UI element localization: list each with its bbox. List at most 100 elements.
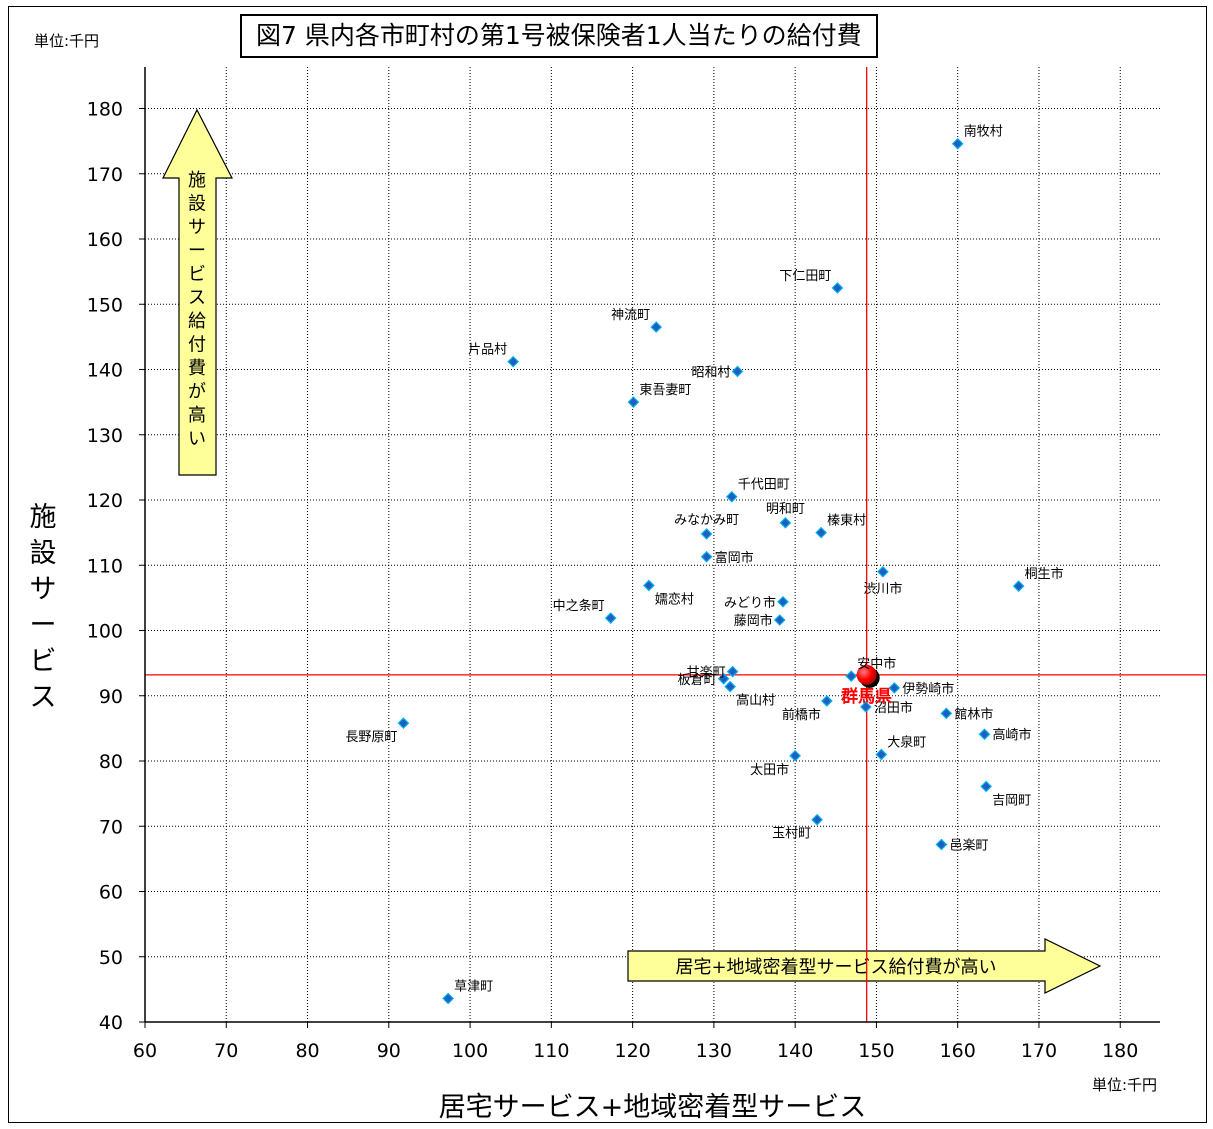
point-marker bbox=[726, 665, 739, 678]
point-marker bbox=[604, 612, 617, 624]
point-label: 邑楽町 bbox=[949, 838, 988, 854]
point-label: 渋川市 bbox=[863, 581, 902, 597]
y-axis-title: 施設サービス bbox=[26, 500, 60, 716]
x-tick-label: 170 bbox=[1021, 1040, 1057, 1062]
y-tick-label: 150 bbox=[87, 294, 123, 316]
point-marker bbox=[507, 355, 520, 368]
x-tick-label: 160 bbox=[940, 1040, 976, 1062]
grid-lines bbox=[145, 67, 1160, 1022]
point-label: 大泉町 bbox=[887, 734, 926, 750]
y-axis-title-char: 設 bbox=[29, 538, 57, 569]
point-marker bbox=[951, 137, 964, 150]
axes bbox=[139, 67, 1160, 1028]
point-marker bbox=[700, 528, 713, 540]
highlight-marker bbox=[856, 664, 877, 685]
data-points bbox=[397, 137, 1025, 1005]
y-tick-label: 110 bbox=[87, 555, 123, 577]
point-label: みなかみ町 bbox=[674, 513, 739, 528]
point-label: 富岡市 bbox=[715, 550, 754, 566]
point-marker bbox=[397, 717, 410, 730]
y-tick-label: 120 bbox=[87, 490, 123, 512]
point-label: 高山村 bbox=[736, 693, 775, 709]
y-tick-label: 170 bbox=[87, 164, 123, 186]
x-tick-label: 140 bbox=[777, 1040, 813, 1062]
x-tick-label: 130 bbox=[696, 1040, 732, 1062]
point-marker bbox=[773, 614, 786, 626]
y-axis-title-char: ビ bbox=[29, 646, 57, 677]
y-axis-title-char: ス bbox=[29, 682, 57, 713]
point-marker bbox=[875, 748, 888, 761]
point-marker bbox=[627, 396, 640, 408]
up-arrow-text-char: が bbox=[188, 382, 206, 403]
y-tick-label: 40 bbox=[99, 1012, 123, 1034]
point-label: 吉岡町 bbox=[992, 793, 1031, 808]
up-arrow-text-char: 給 bbox=[188, 311, 206, 332]
up-arrow-text-char: ビ bbox=[188, 264, 206, 285]
point-marker bbox=[935, 838, 948, 851]
x-tick-label: 120 bbox=[614, 1040, 650, 1062]
y-tick-label: 130 bbox=[87, 425, 123, 447]
point-label: 板倉町 bbox=[678, 673, 717, 688]
point-marker bbox=[650, 321, 663, 333]
up-arrow-text-char: サ bbox=[188, 217, 206, 238]
x-tick-label: 150 bbox=[858, 1040, 894, 1062]
point-marker bbox=[877, 565, 889, 578]
point-label: 榛東村 bbox=[827, 513, 866, 529]
point-label: 館林市 bbox=[954, 706, 993, 722]
x-tick-label: 80 bbox=[295, 1040, 319, 1062]
point-marker bbox=[978, 728, 991, 741]
reference-lines bbox=[145, 67, 1206, 1022]
point-label: 中之条町 bbox=[553, 598, 605, 614]
point-label: 神流町 bbox=[611, 308, 650, 323]
point-marker bbox=[725, 490, 738, 503]
point-label: 前橋市 bbox=[782, 707, 821, 723]
x-tick-label: 90 bbox=[377, 1040, 401, 1062]
y-axis-title-char: ー bbox=[29, 610, 57, 641]
point-label: 東吾妻町 bbox=[639, 382, 691, 398]
y-tick-label: 140 bbox=[87, 360, 123, 382]
y-axis-title-char: 施 bbox=[29, 502, 57, 533]
x-tick-label: 100 bbox=[452, 1040, 488, 1062]
x-unit-label: 単位:千円 bbox=[1092, 1076, 1158, 1094]
point-label: 千代田町 bbox=[738, 478, 790, 493]
point-marker bbox=[717, 672, 730, 685]
up-arrow-text-char: 付 bbox=[188, 335, 206, 356]
point-label: 太田市 bbox=[750, 762, 789, 778]
point-marker bbox=[779, 516, 792, 529]
point-marker bbox=[724, 680, 736, 693]
point-label: 嬬恋村 bbox=[655, 591, 694, 607]
highlight-label: 群馬県 bbox=[841, 686, 892, 707]
point-marker bbox=[815, 526, 828, 539]
point-marker bbox=[831, 282, 844, 294]
x-tick-label: 70 bbox=[214, 1040, 238, 1062]
chart-title: 図7 県内各市町村の第1号被保険者1人当たりの給付費 bbox=[240, 14, 878, 58]
y-axis-title-char: サ bbox=[29, 574, 57, 605]
point-marker bbox=[442, 992, 454, 1005]
point-label: みどり市 bbox=[724, 595, 776, 611]
x-tick-label: 180 bbox=[1102, 1040, 1138, 1062]
up-arrow-text-char: 設 bbox=[188, 194, 206, 215]
point-label: 下仁田町 bbox=[779, 269, 831, 284]
right-arrow-text: 居宅+地域密着型サービス給付費が高い bbox=[675, 957, 996, 978]
tick-labels: 60 70 80 90 100 110 120 130 140 150 160 170 180 40 50 6… bbox=[87, 99, 1139, 1063]
point-label: 片品村 bbox=[468, 343, 507, 358]
point-label: 沼田市 bbox=[874, 700, 913, 716]
point-marker bbox=[980, 780, 992, 793]
point-marker bbox=[860, 700, 872, 713]
point-label: 草津町 bbox=[454, 980, 493, 995]
y-tick-label: 70 bbox=[99, 816, 123, 838]
point-marker bbox=[821, 695, 833, 707]
y-unit-label: 単位:千円 bbox=[34, 32, 100, 50]
point-label: 昭和村 bbox=[691, 365, 730, 380]
point-label: 桐生市 bbox=[1025, 566, 1064, 582]
up-arrow-text-char: ス bbox=[188, 288, 206, 309]
y-tick-label: 160 bbox=[87, 229, 123, 251]
right-arrow-shape bbox=[627, 938, 1102, 994]
up-arrow-text-char: 費 bbox=[188, 358, 206, 379]
point-marker bbox=[700, 550, 713, 563]
point-marker bbox=[731, 365, 744, 378]
point-label: 安中市 bbox=[857, 656, 896, 672]
up-arrow-shape bbox=[162, 108, 233, 476]
